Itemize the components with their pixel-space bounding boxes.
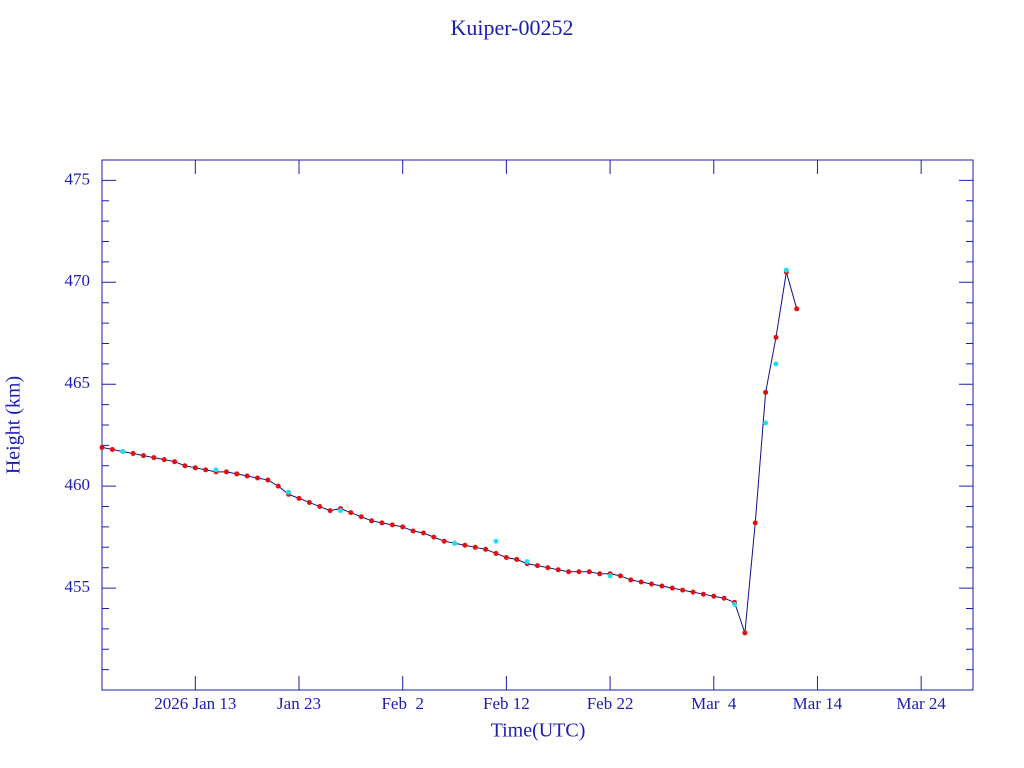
data-point (493, 538, 499, 544)
data-point (203, 467, 209, 473)
data-point (286, 489, 292, 495)
data-point (617, 573, 623, 579)
data-point (255, 475, 261, 481)
data-point (275, 483, 281, 489)
y-tick-label: 455 (65, 577, 91, 596)
data-point (680, 587, 686, 593)
y-tick-label: 465 (65, 373, 91, 392)
data-point (576, 569, 582, 575)
data-point (586, 569, 592, 575)
data-point (503, 555, 509, 560)
data-point (794, 306, 800, 312)
data-point (555, 567, 561, 573)
y-tick-label: 470 (65, 271, 91, 290)
data-point (773, 361, 779, 367)
data-point (120, 449, 126, 454)
data-point (420, 530, 426, 536)
data-point (524, 559, 530, 565)
data-point (172, 459, 178, 465)
data-point (752, 520, 758, 526)
data-point (628, 577, 634, 583)
data-point (337, 508, 343, 514)
data-point (773, 334, 779, 340)
data-point (244, 473, 250, 479)
x-tick-label: 2026 Jan 13 (154, 694, 236, 713)
data-point (462, 542, 468, 548)
data-point (151, 455, 157, 461)
data-point (721, 595, 727, 601)
data-point (431, 534, 437, 540)
x-tick-label: Mar 24 (896, 694, 946, 713)
data-point (234, 471, 240, 477)
data-point (369, 518, 375, 524)
data-point (783, 267, 789, 273)
data-point (410, 528, 416, 534)
data-point (483, 546, 489, 552)
data-point (607, 573, 613, 579)
data-point (597, 571, 603, 577)
data-point (566, 569, 572, 575)
data-point (223, 469, 229, 475)
data-point (379, 520, 385, 526)
data-point (400, 524, 406, 530)
data-point (265, 477, 271, 483)
data-point (140, 453, 146, 459)
data-point (690, 589, 696, 595)
data-point (700, 591, 706, 597)
data-point (659, 583, 665, 589)
data-point (742, 630, 748, 636)
data-point (763, 389, 769, 395)
data-point (296, 495, 302, 501)
x-tick-label: Feb 12 (483, 694, 530, 713)
data-point (649, 581, 655, 587)
x-tick-label: Jan 23 (277, 694, 321, 713)
y-tick-label: 475 (65, 169, 91, 188)
data-point (669, 585, 675, 591)
data-point (638, 579, 644, 585)
data-point (535, 563, 540, 569)
data-point (389, 522, 395, 528)
data-point (732, 601, 738, 607)
data-point (545, 565, 551, 571)
data-point (348, 510, 354, 516)
data-point (441, 538, 447, 544)
chart-title: Kuiper-00252 (451, 15, 574, 40)
x-tick-label: Mar 14 (793, 694, 843, 713)
data-point (452, 540, 458, 546)
data-point (130, 451, 136, 457)
data-point (327, 508, 333, 514)
y-tick-label: 460 (65, 475, 91, 494)
x-axis-label: Time(UTC) (491, 720, 586, 742)
data-point (514, 557, 520, 563)
x-tick-label: Mar 4 (691, 694, 737, 713)
data-point (472, 544, 478, 550)
data-point (306, 499, 312, 505)
data-point (493, 550, 499, 556)
x-tick-label: Feb 22 (587, 694, 634, 713)
data-point (182, 463, 188, 469)
data-point (358, 514, 364, 520)
data-point (763, 420, 769, 426)
data-point (213, 467, 219, 473)
y-axis-label: Height (km) (3, 376, 25, 474)
data-point (99, 444, 105, 450)
x-tick-label: Feb 2 (381, 694, 424, 713)
data-point (317, 504, 323, 510)
data-point (109, 446, 115, 452)
data-point (161, 457, 167, 463)
data-point (711, 593, 717, 599)
data-point (192, 465, 198, 471)
